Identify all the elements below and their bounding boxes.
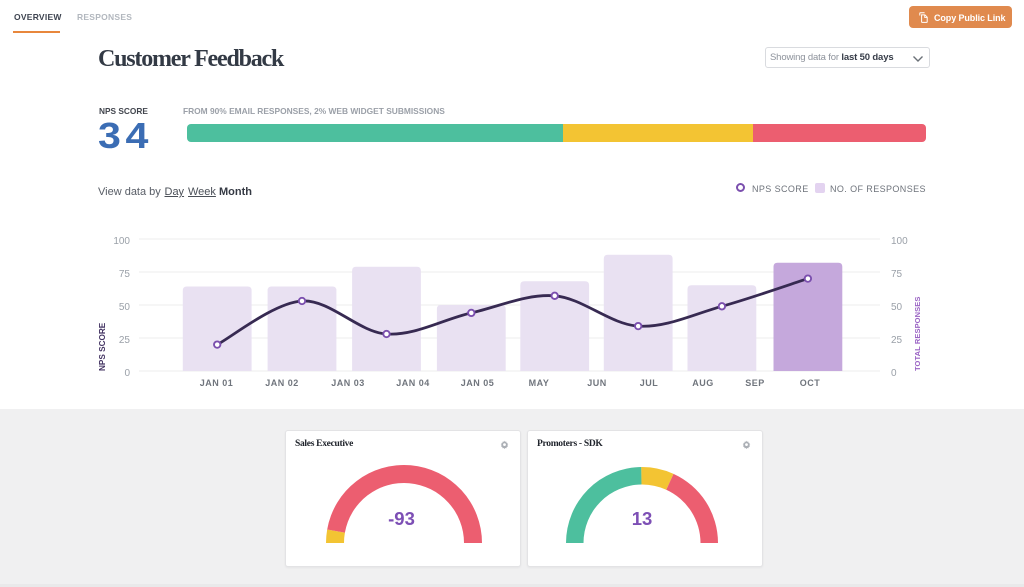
- svg-text:JAN 04: JAN 04: [396, 378, 430, 388]
- svg-text:75: 75: [119, 269, 131, 280]
- svg-text:TOTAL RESPONSES: TOTAL RESPONSES: [913, 297, 922, 371]
- svg-text:OCT: OCT: [800, 378, 821, 388]
- svg-text:JAN 03: JAN 03: [331, 378, 365, 388]
- svg-text:MAY: MAY: [529, 378, 550, 388]
- svg-text:0: 0: [891, 368, 897, 379]
- svg-text:0: 0: [124, 368, 130, 379]
- svg-text:50: 50: [891, 302, 903, 313]
- svg-text:SEP: SEP: [745, 378, 765, 388]
- svg-text:NPS SCORE: NPS SCORE: [98, 322, 107, 371]
- svg-text:75: 75: [891, 269, 903, 280]
- svg-text:50: 50: [119, 302, 131, 313]
- svg-text:100: 100: [113, 236, 130, 247]
- svg-text:25: 25: [119, 335, 131, 346]
- svg-text:JAN 02: JAN 02: [265, 378, 299, 388]
- svg-text:100: 100: [891, 236, 908, 247]
- svg-text:AUG: AUG: [692, 378, 714, 388]
- svg-text:JAN 05: JAN 05: [461, 378, 495, 388]
- svg-text:JAN 01: JAN 01: [200, 378, 234, 388]
- svg-text:JUL: JUL: [640, 378, 659, 388]
- svg-text:JUN: JUN: [587, 378, 607, 388]
- svg-text:25: 25: [891, 335, 903, 346]
